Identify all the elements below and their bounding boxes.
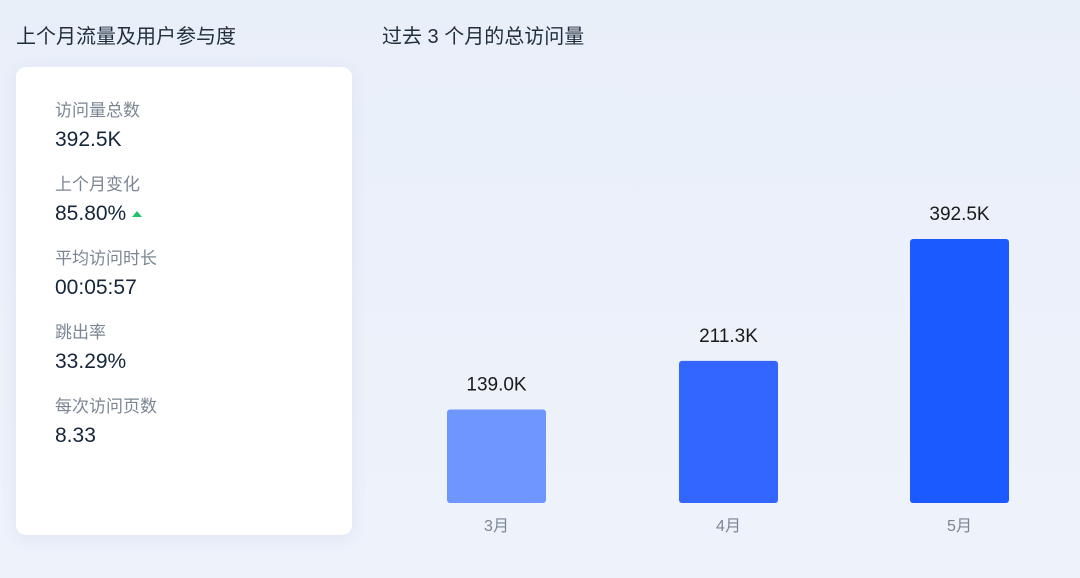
metric-value: 85.80%: [55, 202, 127, 225]
trend-up-icon: [132, 211, 143, 217]
metric-value: 33.29%: [55, 350, 127, 373]
metric-value: 00:05:57: [55, 276, 137, 299]
bar-4月: [679, 360, 778, 503]
metric-avg-duration: 平均访问时长 00:05:57: [55, 249, 157, 301]
metric-label: 访问量总数: [55, 101, 140, 120]
metric-label: 每次访问页数: [55, 397, 157, 416]
metric-label: 平均访问时长: [55, 249, 157, 268]
metric-bounce-rate: 跳出率 33.29%: [55, 323, 126, 375]
data-label: 139.0K: [466, 375, 527, 396]
metric-value: 392.5K: [55, 128, 122, 151]
data-label: 211.3K: [699, 326, 758, 347]
x-tick-label: 5月: [947, 518, 972, 535]
metric-value: 8.33: [55, 424, 96, 447]
metric-label: 上个月变化: [55, 175, 140, 194]
bar-3月: [447, 409, 546, 503]
metrics-card: 访问量总数 392.5K 上个月变化 85.80% 平均访问时长 00:05:5…: [16, 67, 352, 535]
left-panel-title: 上个月流量及用户参与度: [16, 26, 236, 48]
data-label: 392.5K: [929, 204, 990, 225]
bar-5月: [910, 239, 1009, 503]
chart-title: 过去 3 个月的总访问量: [382, 26, 585, 48]
metric-pages-per-visit: 每次访问页数 8.33: [55, 397, 157, 449]
x-tick-label: 4月: [716, 518, 741, 535]
x-tick-label: 3月: [484, 518, 509, 535]
metric-label: 跳出率: [55, 323, 106, 342]
metric-monthly-change: 上个月变化 85.80%: [55, 175, 143, 227]
metric-total-visits: 访问量总数 392.5K: [55, 101, 140, 153]
